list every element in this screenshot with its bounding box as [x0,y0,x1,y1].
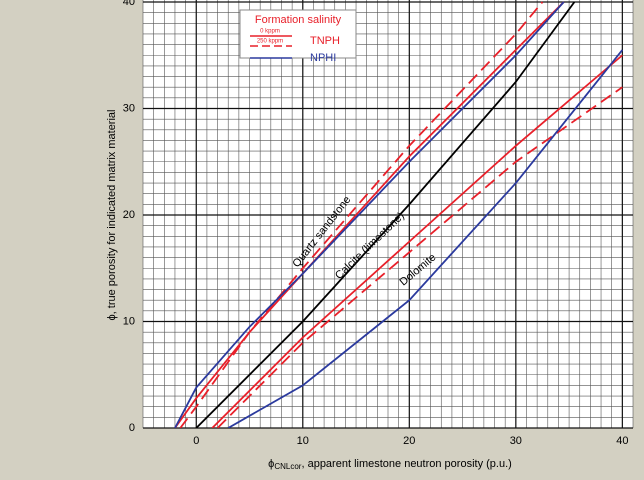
series-line [211,54,623,428]
legend-group-label: NPHI [310,52,336,64]
legend-entry-label: 250 kppm [257,39,283,45]
plot-area [142,0,634,429]
series-line [227,49,624,428]
y-tick-label: 20 [123,209,135,221]
x-label-symbol: ϕ [268,458,274,470]
series-line [179,1,544,428]
y-axis-label: ϕ, true porosity for indicated matrix ma… [106,110,118,321]
y-tick-label: 40 [123,0,135,8]
x-tick-label: 40 [616,435,628,447]
series-line [174,1,565,428]
x-label-subscript: CNLcor [274,462,301,471]
y-tick-label: 30 [123,102,135,114]
x-tick-label: 0 [193,435,199,447]
legend-title: Formation salinity [255,14,342,26]
x-tick-label: 30 [510,435,522,447]
legend-box [239,9,357,59]
x-tick-label: 10 [297,435,309,447]
legend-entry-label: 0 kppm [260,29,280,35]
series-line [216,86,623,428]
legend-group-label: TNPH [310,35,340,47]
y-tick-label: 10 [123,315,135,327]
y-tick-label: 0 [129,422,135,434]
x-label-text: , apparent limestone neutron porosity (p… [301,458,511,470]
x-tick-label: 20 [403,435,415,447]
x-axis-label: ϕCNLcor, apparent limestone neutron poro… [268,458,512,471]
series-line [195,1,576,428]
